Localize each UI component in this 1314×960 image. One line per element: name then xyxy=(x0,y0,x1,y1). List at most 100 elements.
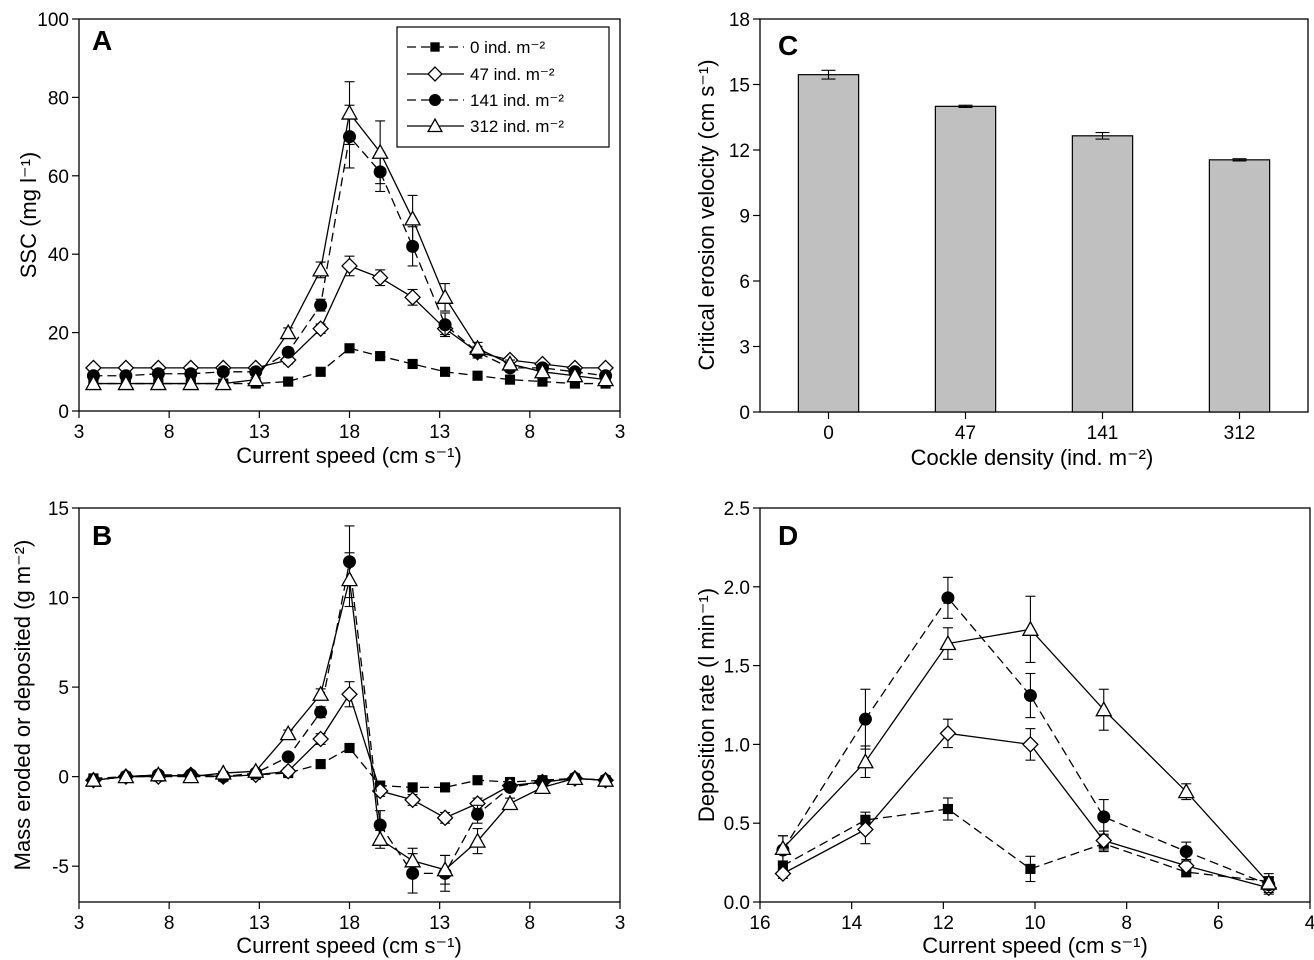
panel-b-data-point xyxy=(214,764,232,780)
legend-entry-1: 47 ind. m⁻² xyxy=(470,65,555,84)
panel-d-data-point xyxy=(1095,700,1113,717)
panel-b-series-line xyxy=(93,579,606,871)
panel-a-data-point xyxy=(151,367,165,381)
panel-b-x-tick-label: 18 xyxy=(339,913,360,934)
panel-a-y-tick-label: 0 xyxy=(58,402,69,423)
legend: 0 ind. m⁻² 47 ind. m⁻² 141 ind. m⁻² 312 … xyxy=(396,26,610,148)
panel-b-series-line xyxy=(93,747,606,789)
panel-b-data-point xyxy=(371,782,389,800)
panel-d-xlabel: Current speed (cm s⁻¹) xyxy=(922,933,1148,958)
panel-a-data-point xyxy=(371,269,389,287)
panel-b-y-tick-label: 10 xyxy=(48,589,69,610)
panel-b-data-point xyxy=(596,771,615,787)
panel-d-y-tick-label: 0.5 xyxy=(724,814,750,835)
panel-a-x-tick-label: 3 xyxy=(615,422,626,443)
panel-b-data-point xyxy=(247,762,265,778)
panel-a-y-tick-label: 100 xyxy=(37,10,69,31)
panel-d-data-point xyxy=(1095,832,1113,849)
panel-a-data-point xyxy=(312,320,330,338)
panel-a-x-tick-label: 3 xyxy=(74,422,85,443)
panel-b-data-point xyxy=(279,762,297,780)
panel-a-data-point xyxy=(184,367,198,381)
panel-d-data-point xyxy=(939,724,957,742)
panel-a-data-point xyxy=(312,261,330,277)
panel-d-y-tick-label: 2.5 xyxy=(724,499,750,520)
panel-b-y-tick-label: 0 xyxy=(58,768,69,789)
panel-a-y-tick-label: 80 xyxy=(48,88,69,109)
panel-c-y-tick-label: 0 xyxy=(739,403,750,424)
panel-c-ylabel: Critical erosion velocity (cm s⁻¹) xyxy=(694,59,719,370)
legend-marker xyxy=(429,94,441,106)
panel-b-data-point xyxy=(341,685,358,703)
panel-a-data-point xyxy=(247,370,265,387)
panel-d-data-point xyxy=(941,591,955,605)
panel-a-x-tick-label: 8 xyxy=(525,422,536,443)
legend-entry-3: 312 ind. m⁻² xyxy=(470,117,564,136)
panel-c-y-tick-label: 15 xyxy=(729,76,750,97)
panel-c-x-tick-label: 141 xyxy=(1087,423,1119,444)
panel-d-plot-frame xyxy=(759,507,1311,903)
panel-d-x-tick-label: 12 xyxy=(933,913,954,934)
panel-a-x-tick-label: 13 xyxy=(429,422,450,443)
panel-b-letter: B xyxy=(92,520,112,551)
panel-b-data-point xyxy=(373,818,387,832)
panel-a-data-point xyxy=(214,374,232,391)
panel-d-data-point xyxy=(1025,863,1036,874)
panel-c-y-tick-label: 12 xyxy=(729,141,750,162)
panel-b-data-point xyxy=(312,685,330,701)
panel-a-data-point xyxy=(438,318,452,332)
panel-b-data-point xyxy=(340,570,359,587)
panel-a-data-point xyxy=(436,288,454,304)
panel-a-data-point xyxy=(117,374,135,391)
panel-a-y-tick-label: 40 xyxy=(48,245,69,266)
panel-a-data-point xyxy=(149,374,167,391)
panel-b-data-point xyxy=(436,809,454,827)
panel-b-data-point xyxy=(404,851,422,868)
panel-b-data-point xyxy=(312,730,330,748)
panel-c-y-tick-label: 18 xyxy=(729,10,750,31)
panel-a-data-point xyxy=(182,374,200,391)
panel-b-data-point xyxy=(533,778,552,795)
panel-a-data-point xyxy=(537,376,548,387)
bar xyxy=(1208,159,1271,413)
panel-a-data-point xyxy=(340,104,359,120)
panel-a-data-point xyxy=(504,374,516,385)
panel-a-data-point xyxy=(407,358,418,370)
panel-d-data-point xyxy=(1022,736,1039,753)
panel-a-data-point xyxy=(84,374,103,391)
panel-a-data-point xyxy=(371,143,389,159)
panel-a-data-point xyxy=(314,298,328,312)
panel-b-series-line xyxy=(93,692,606,819)
panel-b-data-point xyxy=(281,750,295,764)
panel-d-x-tick-label: 4 xyxy=(1305,913,1314,934)
panel-b-data-point xyxy=(407,782,418,793)
panel-b-data-point xyxy=(440,782,451,793)
panel-d-data-point xyxy=(1023,689,1037,703)
panel-b-x-tick-label: 8 xyxy=(525,913,536,934)
panel-a-data-point xyxy=(404,210,422,226)
panel-c-y-tick-label: 6 xyxy=(739,272,750,293)
panel-d-data-point xyxy=(858,712,872,726)
panel-a-data-point xyxy=(533,362,552,379)
panel-d-data-point xyxy=(1021,620,1039,636)
panel-a-data-point xyxy=(440,366,451,377)
panel-a-data-point xyxy=(375,351,386,362)
panel-c-y-tick-label: 3 xyxy=(739,338,750,359)
bar xyxy=(934,105,997,413)
panel-d-data-point xyxy=(774,839,792,856)
panel-a-ylabel: SSC (mg l⁻¹) xyxy=(16,152,41,279)
panel-d-y-tick-label: 0.0 xyxy=(724,893,750,914)
panel-b-xlabel: Current speed (cm s⁻¹) xyxy=(236,933,462,958)
panel-d-x-tick-label: 14 xyxy=(841,913,863,934)
panel-a-data-point xyxy=(406,239,420,253)
panel-b-ylabel: Mass eroded or deposited (g m⁻²) xyxy=(10,540,35,871)
legend-marker xyxy=(426,117,444,133)
panel-b-x-tick-label: 13 xyxy=(249,913,270,934)
panel-d-x-tick-label: 16 xyxy=(749,913,770,934)
panel-d-data-point xyxy=(1177,857,1195,875)
legend-entry-0: 0 ind. m⁻² xyxy=(470,38,545,57)
panel-b-x-tick-label: 13 xyxy=(429,913,450,934)
bar xyxy=(797,74,860,413)
panel-b-y-tick-label: 15 xyxy=(48,499,69,520)
panel-a-data-point xyxy=(596,370,615,387)
